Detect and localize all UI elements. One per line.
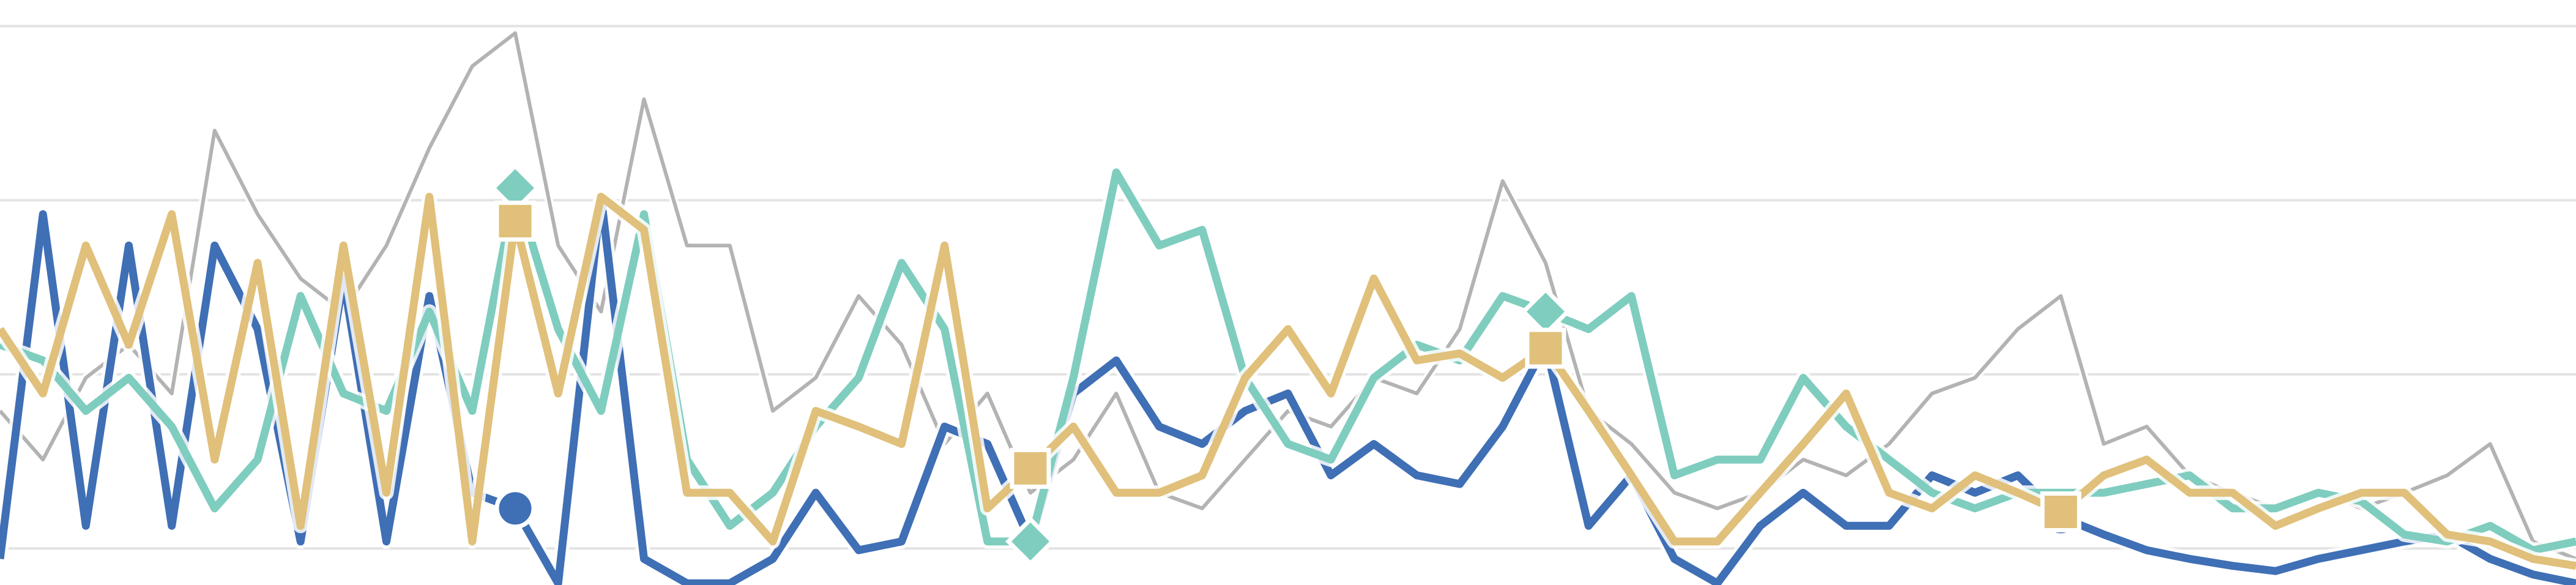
marker bbox=[2040, 491, 2082, 532]
series-line bbox=[0, 168, 2576, 554]
marker bbox=[1525, 327, 1566, 369]
marker bbox=[1005, 516, 1055, 567]
marker bbox=[494, 200, 536, 242]
series-line bbox=[0, 31, 2576, 561]
marker bbox=[494, 488, 536, 529]
series-line bbox=[0, 193, 2576, 570]
marker bbox=[1010, 447, 1051, 489]
series-line bbox=[0, 193, 2576, 585]
